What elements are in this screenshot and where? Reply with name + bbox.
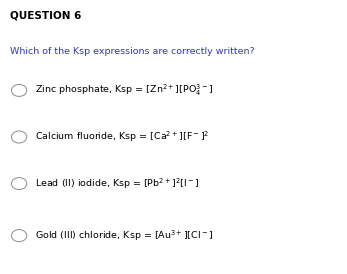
Text: Lead (II) iodide, Ksp = $\mathsf{[Pb^{2+}]^2[I^-]}$: Lead (II) iodide, Ksp = $\mathsf{[Pb^{2+…	[35, 176, 200, 191]
Text: Zinc phosphate, Ksp = $\mathsf{[Zn^{2+}][PO_4^{3-}]}$: Zinc phosphate, Ksp = $\mathsf{[Zn^{2+}]…	[35, 83, 213, 98]
Text: Gold (III) chloride, Ksp = $\mathsf{[Au^{3+}][Cl^-]}$: Gold (III) chloride, Ksp = $\mathsf{[Au^…	[35, 228, 213, 243]
Text: Calcium fluoride, Ksp = $\mathsf{[Ca^{2+}][F^-]^2}$: Calcium fluoride, Ksp = $\mathsf{[Ca^{2+…	[35, 130, 209, 144]
Text: Which of the Ksp expressions are correctly written?: Which of the Ksp expressions are correct…	[10, 47, 255, 56]
Text: QUESTION 6: QUESTION 6	[10, 11, 82, 21]
